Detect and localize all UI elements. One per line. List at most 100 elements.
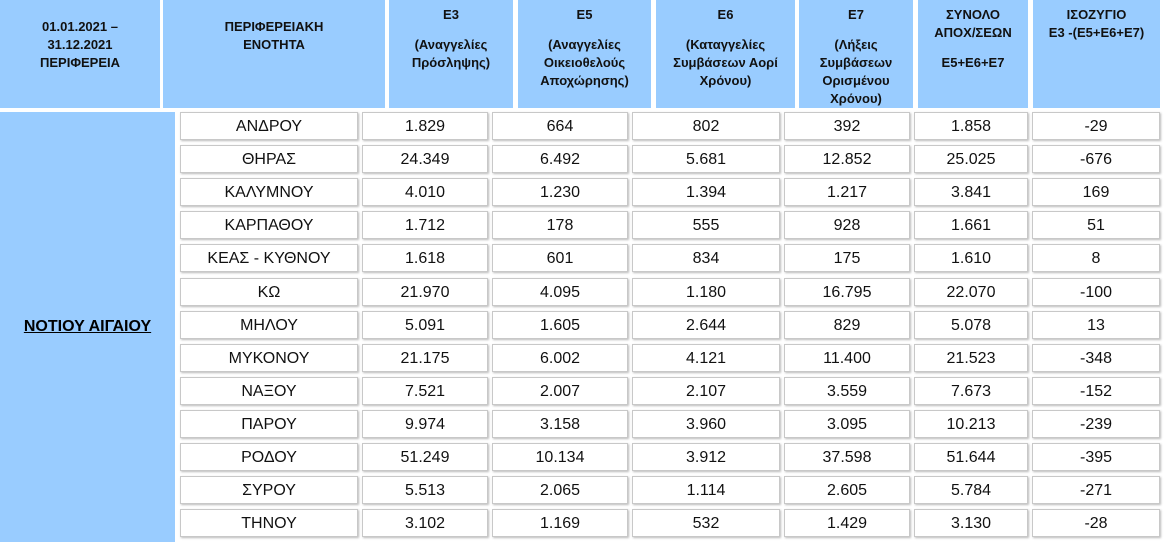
value-cell: 555: [632, 211, 780, 240]
header-line: (Αναγγελίες: [414, 37, 488, 52]
value-cell: 178: [492, 211, 628, 240]
value-cell: 5.091: [362, 310, 488, 339]
value-cell: 9.974: [362, 409, 488, 438]
value-cell: 4.121: [632, 343, 780, 372]
header-line: Οικειοθελούς: [543, 55, 626, 70]
unit-name: ΑΝΔΡΟΥ: [180, 112, 358, 140]
header-cell: Ε3 (Αναγγελίες Πρόσληψης): [389, 0, 513, 108]
value-cell: 3.158: [492, 409, 628, 438]
value-cell: 6.002: [492, 343, 628, 372]
value-cell: 3.130: [914, 509, 1028, 538]
value-cell: 1.858: [914, 112, 1028, 140]
value-cell: 3.912: [632, 443, 780, 471]
value-cell: 664: [492, 112, 628, 140]
header-line: 31.12.2021: [47, 37, 113, 52]
header-cell: 01.01.2021 – 31.12.2021 ΠΕΡΙΦΕΡΕΙΑ: [0, 0, 160, 108]
header-line: ΕΝΟΤΗΤΑ: [243, 37, 305, 52]
value-cell: -676: [1032, 145, 1160, 174]
value-cell: 1.712: [362, 211, 488, 240]
header-cell: ΙΣΟΖΥΓΙΟ Ε3 -(Ε5+Ε6+Ε7): [1033, 0, 1160, 108]
value-cell: -100: [1032, 277, 1160, 306]
value-cell: 10.134: [492, 443, 628, 471]
value-cell: 3.095: [784, 409, 910, 438]
header-line: Χρόνου): [699, 73, 752, 88]
header-cell: Ε7 (Λήξεις Συμβάσεων Ορισμένου Χρόνου): [799, 0, 913, 108]
header-line: Αποχώρησης): [540, 73, 629, 88]
header-line: ΙΣΟΖΥΓΙΟ: [1066, 7, 1127, 22]
value-cell: 601: [492, 244, 628, 273]
value-cell: 3.960: [632, 409, 780, 438]
unit-name: ΤΗΝΟΥ: [180, 509, 358, 538]
value-cell: 24.349: [362, 145, 488, 174]
value-cell: 1.169: [492, 509, 628, 538]
value-cell: 1.661: [914, 211, 1028, 240]
value-cell: 25.025: [914, 145, 1028, 174]
value-cell: 21.523: [914, 343, 1028, 372]
value-cell: 1.829: [362, 112, 488, 140]
value-cell: 6.492: [492, 145, 628, 174]
value-cell: 4.010: [362, 178, 488, 207]
header-line: (Καταγγελίες: [685, 37, 766, 52]
value-cell: 2.644: [632, 310, 780, 339]
value-cell: 175: [784, 244, 910, 273]
header-line: Χρόνου): [830, 91, 882, 106]
value-cell: 834: [632, 244, 780, 273]
value-cell: 1.114: [632, 476, 780, 505]
header-line: Ε5+Ε6+Ε7: [941, 55, 1005, 70]
value-cell: -271: [1032, 476, 1160, 505]
header-line: (Λήξεις: [834, 37, 878, 52]
value-cell: 51.644: [914, 443, 1028, 471]
header-cell: ΠΕΡΙΦΕΡΕΙΑΚΗ ΕΝΟΤΗΤΑ: [163, 0, 385, 108]
unit-name: ΠΑΡΟΥ: [180, 409, 358, 438]
value-cell: 12.852: [784, 145, 910, 174]
value-cell: 3.559: [784, 376, 910, 405]
value-cell: 1.429: [784, 509, 910, 538]
value-cell: 7.521: [362, 376, 488, 405]
header-line: Συμβάσεων: [819, 55, 893, 70]
unit-name: ΚΕΑΣ - ΚΥΘΝΟΥ: [180, 244, 358, 273]
value-cell: 16.795: [784, 277, 910, 306]
header-line: ΠΕΡΙΦΕΡΕΙΑ: [39, 55, 121, 70]
header-line: Ε3: [443, 7, 459, 22]
unit-name: ΚΑΡΠΑΘΟΥ: [180, 211, 358, 240]
header-cell: Ε6 (Καταγγελίες Συμβάσεων Αορί Χρόνου): [656, 0, 795, 108]
value-cell: -28: [1032, 509, 1160, 538]
header-line: ΠΕΡΙΦΕΡΕΙΑΚΗ: [224, 19, 324, 34]
unit-name: ΘΗΡΑΣ: [180, 145, 358, 174]
header-line: 01.01.2021 –: [42, 19, 118, 34]
value-cell: 21.175: [362, 343, 488, 372]
header-line: (Αναγγελίες: [548, 37, 621, 52]
header-cell: ΣΥΝΟΛΟ ΑΠΟΧ/ΣΕΩΝ Ε5+Ε6+Ε7: [918, 0, 1028, 108]
header-line: Ε5: [576, 7, 593, 22]
value-cell: -152: [1032, 376, 1160, 405]
header-cell: Ε5 (Αναγγελίες Οικειοθελούς Αποχώρησης): [518, 0, 651, 108]
value-cell: 10.213: [914, 409, 1028, 438]
header-line: Πρόσληψης): [411, 55, 491, 70]
value-cell: 2.007: [492, 376, 628, 405]
unit-name: ΣΥΡΟΥ: [180, 476, 358, 505]
region-cell: ΝΟΤΙΟΥ ΑΙΓΑΙΟΥ: [0, 112, 175, 542]
value-cell: 3.102: [362, 509, 488, 538]
value-cell: 532: [632, 509, 780, 538]
header-line: Συμβάσεων Αορί: [673, 55, 778, 70]
value-cell: -239: [1032, 409, 1160, 438]
value-cell: 51.249: [362, 443, 488, 471]
value-cell: 37.598: [784, 443, 910, 471]
value-cell: 1.610: [914, 244, 1028, 273]
value-cell: 21.970: [362, 277, 488, 306]
value-cell: 1.605: [492, 310, 628, 339]
value-cell: 13: [1032, 310, 1160, 339]
value-cell: 5.681: [632, 145, 780, 174]
value-cell: 2.605: [784, 476, 910, 505]
header-line: Ορισμένου: [822, 73, 890, 88]
value-cell: 2.107: [632, 376, 780, 405]
unit-name: ΝΑΞΟΥ: [180, 376, 358, 405]
header-line: Ε6: [717, 7, 734, 22]
value-cell: 928: [784, 211, 910, 240]
value-cell: 11.400: [784, 343, 910, 372]
value-cell: 1.230: [492, 178, 628, 207]
header-line: ΑΠΟΧ/ΣΕΩΝ: [934, 25, 1012, 40]
value-cell: 1.180: [632, 277, 780, 306]
header-line: Ε7: [848, 7, 864, 22]
